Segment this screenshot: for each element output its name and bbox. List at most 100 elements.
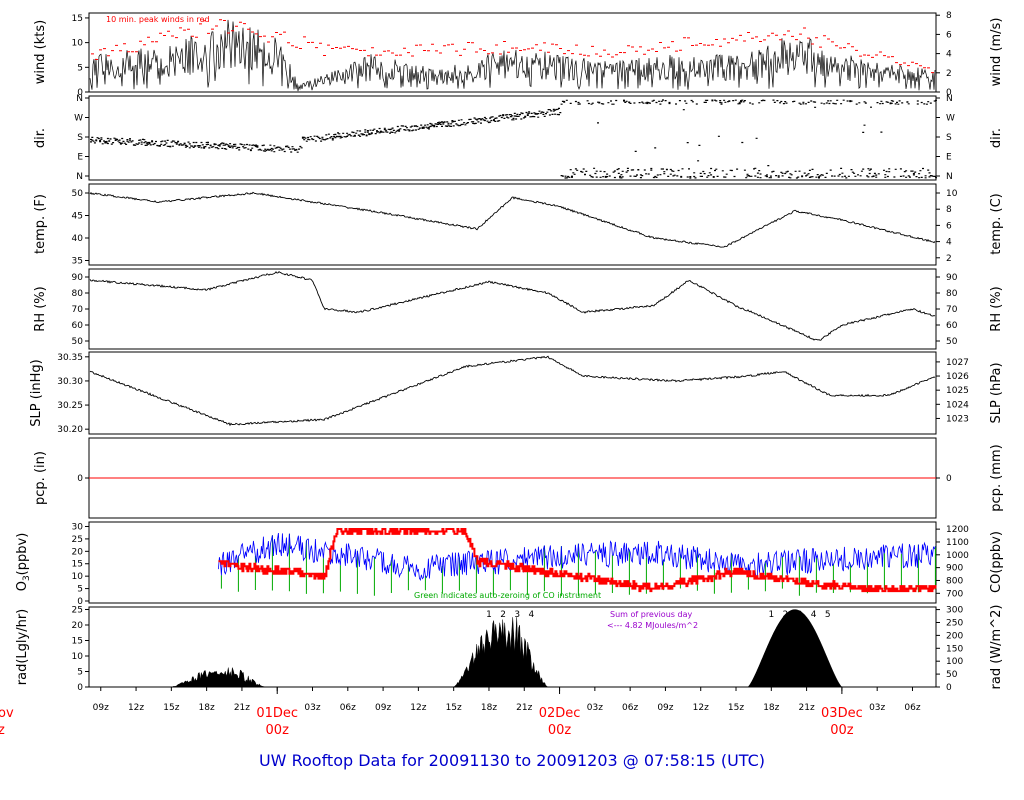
right-tick-label: 250 <box>946 618 963 628</box>
right-tick-label: 200 <box>946 631 963 641</box>
time-tick-label: 18z <box>199 703 215 713</box>
slp-left-label: SLP (inHg) <box>29 359 44 427</box>
day-hour-label: z <box>0 723 5 738</box>
time-tick-label: 09z <box>93 703 109 713</box>
radiation-hour-mark: 1 <box>768 610 774 620</box>
left-tick-label: 40 <box>72 234 84 244</box>
left-tick-label: 5 <box>77 585 83 595</box>
chem-frame <box>88 521 937 604</box>
right-tick-label: W <box>946 114 955 124</box>
dir-left-label: dir. <box>33 128 48 148</box>
temperature-line <box>89 191 936 248</box>
wind-peak-annotation: 10 min. peak winds in red <box>106 15 210 24</box>
left-tick-label: 0 <box>77 683 83 693</box>
right-tick-label: N <box>946 94 953 104</box>
co-axis-label: CO(ppbv) <box>989 531 1004 593</box>
right-tick-label: 100 <box>946 657 963 667</box>
wind-right-label: wind (m/s) <box>989 18 1004 87</box>
time-tick-label: 15z <box>446 703 462 713</box>
temperature-panel: temp. (F) temp. (C) 35 40 45 50 2 4 6 8 10 <box>33 183 1004 267</box>
left-tick-label: 5 <box>77 667 83 677</box>
left-tick-label: 60 <box>72 321 84 331</box>
left-tick-label: E <box>77 153 83 163</box>
right-tick-label: 1025 <box>946 386 969 396</box>
rad-summary-line2: <--- 4.82 MJoules/m^2 <box>607 621 698 630</box>
rh-left-label: RH (%) <box>33 286 48 331</box>
time-tick-label: 03z <box>304 703 320 713</box>
time-tick-label: 03z <box>869 703 885 713</box>
ozone-label-o: O <box>15 581 30 591</box>
radiation-hour-mark: 2 <box>783 610 789 620</box>
right-tick-label: 1027 <box>946 358 969 368</box>
time-tick-label: 06z <box>622 703 638 713</box>
time-tick-label: 09z <box>375 703 391 713</box>
right-tick-label: 10 <box>946 189 958 199</box>
rad-right-label: rad (W/m^2) <box>989 605 1004 690</box>
day-label: 01Dec <box>256 706 298 721</box>
right-tick-label: 0 <box>946 88 952 98</box>
radiation-day-1 <box>171 667 266 688</box>
co-line <box>218 532 936 582</box>
radiation-hour-mark: 1 <box>486 610 492 620</box>
left-tick-label: 20 <box>72 621 84 631</box>
rh-right-label: RH (%) <box>989 286 1004 331</box>
left-tick-label: 0 <box>77 474 83 484</box>
time-tick-label: 12z <box>410 703 426 713</box>
right-tick-label: 2 <box>946 254 952 264</box>
left-tick-label: 0 <box>77 88 83 98</box>
wind-left-label: wind (kts) <box>33 20 48 84</box>
day-hour-label: 00z <box>548 723 572 738</box>
right-tick-label: 60 <box>946 321 958 331</box>
left-tick-label: W <box>74 114 83 124</box>
right-tick-label: 4 <box>946 238 952 248</box>
rad-summary-line1: Sum of previous day <box>610 610 692 619</box>
day-label: 03Dec <box>821 706 863 721</box>
right-tick-label: 1000 <box>946 551 969 561</box>
radiation-hour-mark: 3 <box>797 610 803 620</box>
left-tick-label: 15 <box>72 636 83 646</box>
right-tick-label: E <box>946 153 952 163</box>
day-hour-label: 00z <box>266 723 290 738</box>
precip-panel: pcp. (in) pcp. (mm) 0 0 <box>33 437 1004 519</box>
humidity-line <box>89 271 936 341</box>
left-tick-label: 70 <box>72 305 84 315</box>
left-tick-label: 80 <box>72 289 84 299</box>
left-tick-label: 45 <box>72 212 83 222</box>
time-tick-label: 18z <box>481 703 497 713</box>
ozone-label-units: (ppbv) <box>15 533 30 576</box>
right-tick-label: 1100 <box>946 538 969 548</box>
time-tick-label: 21z <box>234 703 250 713</box>
right-tick-label: 700 <box>946 589 963 599</box>
right-tick-label: 0 <box>946 474 952 484</box>
time-axis: 09z 12z 15z 18z 21z 03z 06z 09z 12z 15z 18z 21z 03z 0… <box>0 687 921 738</box>
right-tick-label: 2 <box>946 69 952 79</box>
humidity-panel: RH (%) RH (%) 50 60 70 80 90 50 60 70 80 90 <box>33 268 1004 350</box>
time-tick-label: 03z <box>587 703 603 713</box>
right-tick-label: 1200 <box>946 525 969 535</box>
right-tick-label: N <box>946 172 953 182</box>
wind-speed-line <box>89 19 936 92</box>
left-tick-label: 30 <box>72 522 84 532</box>
pcp-left-label: pcp. (in) <box>33 451 48 505</box>
dir-frame <box>88 95 937 181</box>
time-tick-label: 12z <box>128 703 144 713</box>
left-tick-label: 30.30 <box>57 377 83 387</box>
left-tick-label: N <box>76 94 83 104</box>
time-tick-label: 09z <box>657 703 673 713</box>
rad-left-label: rad(Lgly/hr) <box>15 609 30 685</box>
right-tick-label: 8 <box>946 11 952 21</box>
left-tick-label: 20 <box>72 547 84 557</box>
right-tick-label: 50 <box>946 670 958 680</box>
pressure-panel: SLP (inHg) SLP (hPa) 30.20 30.25 30.30 30.3… <box>29 351 1004 435</box>
right-tick-label: 1026 <box>946 372 969 382</box>
day-label: ov <box>0 706 14 721</box>
right-tick-label: 50 <box>946 337 958 347</box>
left-tick-label: 50 <box>72 189 84 199</box>
right-tick-label: 6 <box>946 30 952 40</box>
left-tick-label: 0 <box>77 597 83 607</box>
wind-frame <box>88 12 937 93</box>
chart-title: UW Rooftop Data for 20091130 to 20091203… <box>259 751 765 770</box>
right-tick-label: 900 <box>946 564 963 574</box>
left-tick-label: 15 <box>72 560 83 570</box>
